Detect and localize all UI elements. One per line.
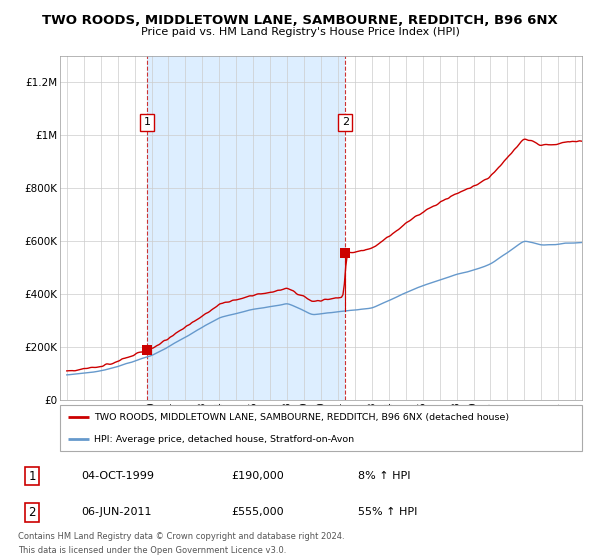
Text: £190,000: £190,000 xyxy=(231,471,284,481)
Text: Contains HM Land Registry data © Crown copyright and database right 2024.: Contains HM Land Registry data © Crown c… xyxy=(18,533,344,542)
Text: TWO ROODS, MIDDLETOWN LANE, SAMBOURNE, REDDITCH, B96 6NX (detached house): TWO ROODS, MIDDLETOWN LANE, SAMBOURNE, R… xyxy=(94,413,509,422)
Text: Price paid vs. HM Land Registry's House Price Index (HPI): Price paid vs. HM Land Registry's House … xyxy=(140,27,460,37)
Text: 04-OCT-1999: 04-OCT-1999 xyxy=(81,471,154,481)
Text: 06-JUN-2011: 06-JUN-2011 xyxy=(81,507,152,517)
Text: 8% ↑ HPI: 8% ↑ HPI xyxy=(358,471,410,481)
Text: 2: 2 xyxy=(28,506,36,519)
Text: This data is licensed under the Open Government Licence v3.0.: This data is licensed under the Open Gov… xyxy=(18,547,286,556)
Text: 2: 2 xyxy=(341,117,349,127)
Bar xyxy=(147,56,345,400)
Text: TWO ROODS, MIDDLETOWN LANE, SAMBOURNE, REDDITCH, B96 6NX: TWO ROODS, MIDDLETOWN LANE, SAMBOURNE, R… xyxy=(42,14,558,27)
Text: £555,000: £555,000 xyxy=(231,507,284,517)
Text: 1: 1 xyxy=(144,117,151,127)
Text: HPI: Average price, detached house, Stratford-on-Avon: HPI: Average price, detached house, Stra… xyxy=(94,435,354,444)
Text: 55% ↑ HPI: 55% ↑ HPI xyxy=(358,507,417,517)
Text: 1: 1 xyxy=(28,469,36,483)
